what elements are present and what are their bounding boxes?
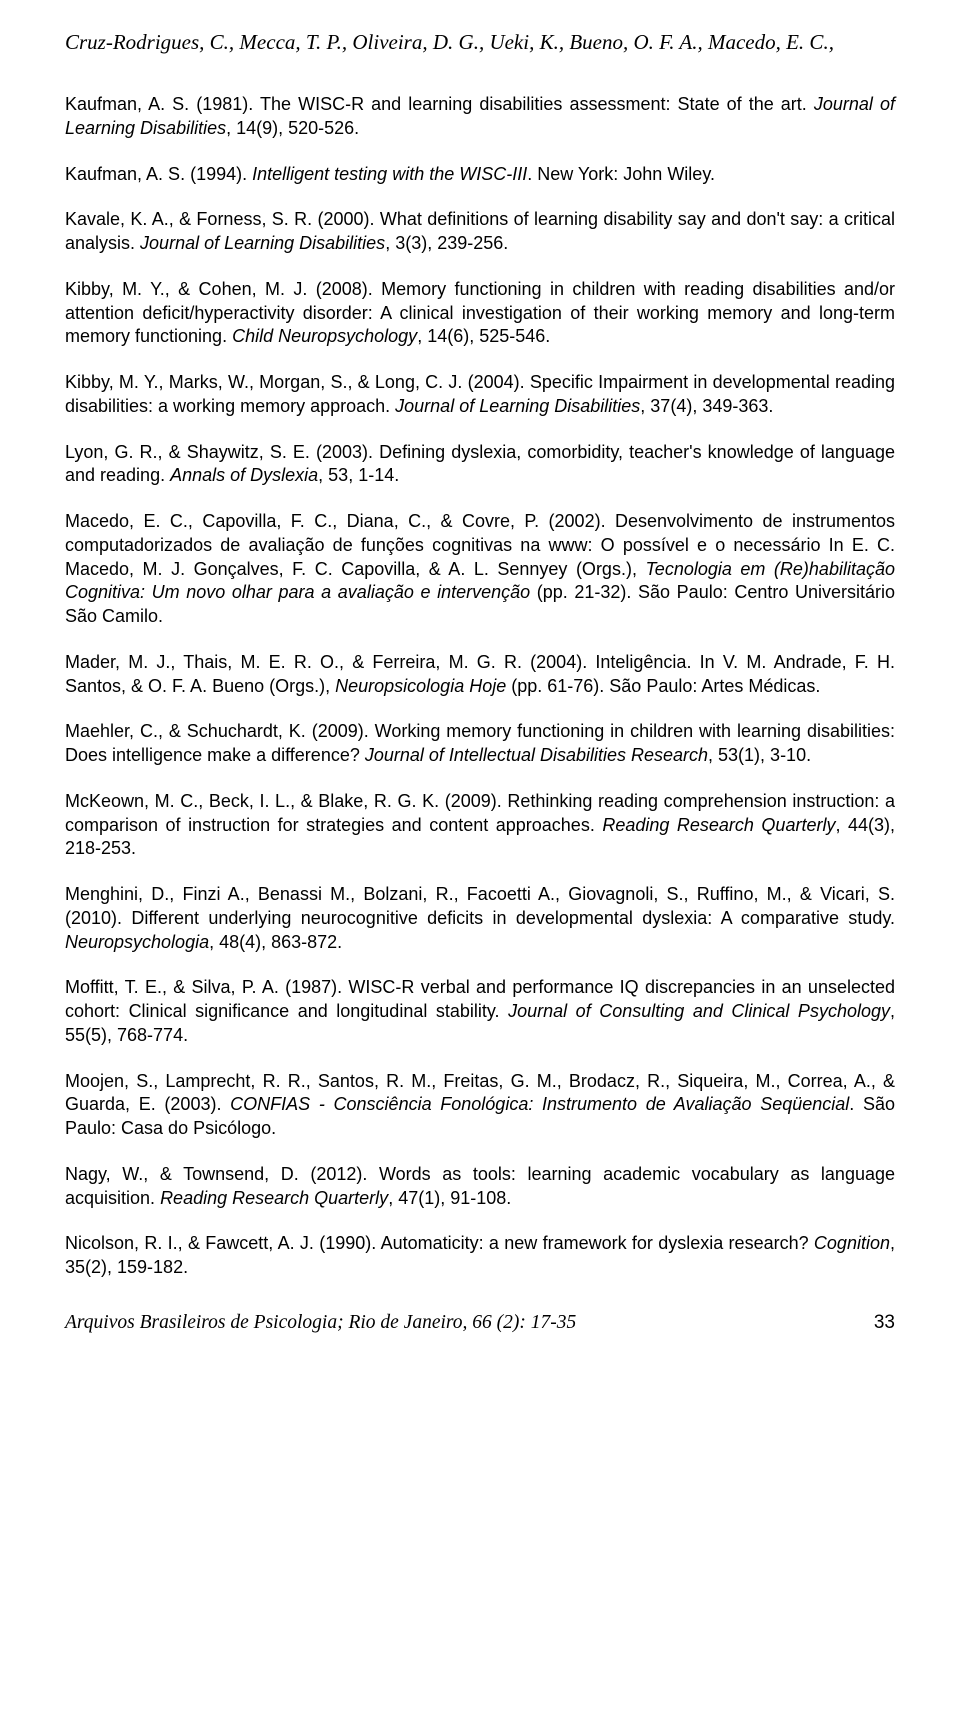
reference-entry: Kaufman, A. S. (1994). Intelligent testi… [65,163,895,187]
running-head: Cruz-Rodrigues, C., Mecca, T. P., Olivei… [65,30,895,55]
page-footer: Arquivos Brasileiros de Psicologia; Rio … [65,1312,895,1334]
reference-entry: Nagy, W., & Townsend, D. (2012). Words a… [65,1163,895,1211]
reference-entry: Kavale, K. A., & Forness, S. R. (2000). … [65,208,895,256]
reference-entry: Kibby, M. Y., & Cohen, M. J. (2008). Mem… [65,278,895,349]
reference-entry: Nicolson, R. I., & Fawcett, A. J. (1990)… [65,1232,895,1280]
reference-entry: Mader, M. J., Thais, M. E. R. O., & Ferr… [65,651,895,699]
reference-entry: McKeown, M. C., Beck, I. L., & Blake, R.… [65,790,895,861]
page-container: Cruz-Rodrigues, C., Mecca, T. P., Olivei… [0,0,960,1354]
reference-entry: Moffitt, T. E., & Silva, P. A. (1987). W… [65,976,895,1047]
reference-entry: Maehler, C., & Schuchardt, K. (2009). Wo… [65,720,895,768]
reference-entry: Menghini, D., Finzi A., Benassi M., Bolz… [65,883,895,954]
footer-journal-info: Arquivos Brasileiros de Psicologia; Rio … [65,1312,576,1334]
reference-entry: Macedo, E. C., Capovilla, F. C., Diana, … [65,510,895,629]
references-list: Kaufman, A. S. (1981). The WISC-R and le… [65,93,895,1280]
page-number: 33 [874,1312,895,1334]
reference-entry: Kaufman, A. S. (1981). The WISC-R and le… [65,93,895,141]
reference-entry: Moojen, S., Lamprecht, R. R., Santos, R.… [65,1070,895,1141]
reference-entry: Kibby, M. Y., Marks, W., Morgan, S., & L… [65,371,895,419]
reference-entry: Lyon, G. R., & Shaywitz, S. E. (2003). D… [65,441,895,489]
